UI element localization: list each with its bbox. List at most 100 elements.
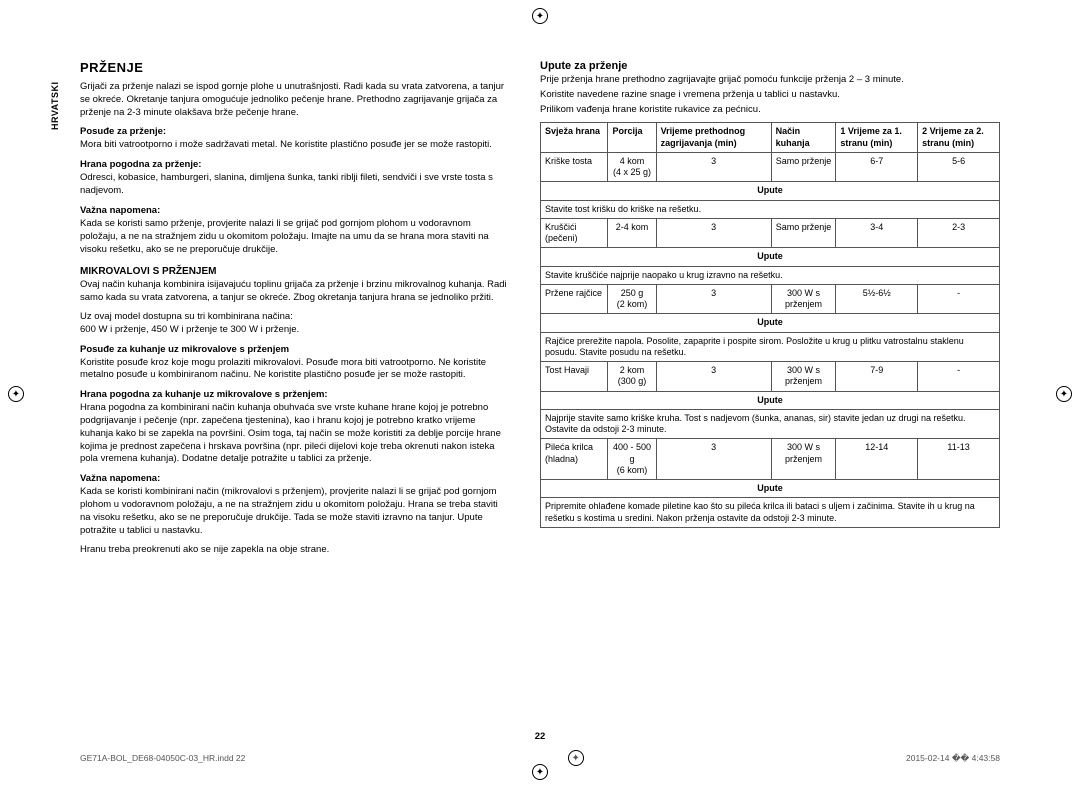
crop-mark-top xyxy=(532,8,548,24)
table-upute-row: Upute xyxy=(541,391,1000,409)
table-cell: 3 xyxy=(656,152,771,182)
upute-label-cell: Upute xyxy=(541,391,1000,409)
table-upute-row: Upute xyxy=(541,248,1000,266)
section-title-mikrovalovi: MIKROVALOVI S PRŽENJEM xyxy=(80,266,510,277)
left-column: HRVATSKI PRŽENJE Grijači za prženje nala… xyxy=(80,60,510,690)
text-upute-3: Prilikom vađenja hrane koristite rukavic… xyxy=(540,104,1000,117)
subheading-posude: Posuđe za prženje: xyxy=(80,126,510,137)
table-cell: 6-7 xyxy=(836,152,918,182)
text-mikro-3: 600 W i prženje, 450 W i prženje te 300 … xyxy=(80,324,510,337)
table-note-row: Stavite kruščiće najprije naopako u krug… xyxy=(541,266,1000,284)
subheading-vazna-napomena-2: Važna napomena: xyxy=(80,473,510,484)
table-row: Kruščići (pečeni)2-4 kom3Samo prženje3-4… xyxy=(541,218,1000,248)
crop-mark-bottom xyxy=(532,764,548,780)
table-cell: - xyxy=(918,362,1000,392)
text-upute-1: Prije prženja hrane prethodno zagrijavaj… xyxy=(540,74,1000,87)
table-cell: 5½-6½ xyxy=(836,284,918,314)
table-cell: 3 xyxy=(656,439,771,480)
th-preheat: Vrijeme prethodnog zagrijavanja (min) xyxy=(656,123,771,153)
note-cell: Najprije stavite samo kriške kruha. Tost… xyxy=(541,409,1000,439)
table-upute-row: Upute xyxy=(541,480,1000,498)
note-cell: Stavite tost krišku do kriške na rešetku… xyxy=(541,200,1000,218)
page-number: 22 xyxy=(535,731,546,742)
table-row: Tost Havaji2 kom(300 g)3300 W s prženjem… xyxy=(541,362,1000,392)
crop-mark-right xyxy=(1056,386,1072,402)
language-label: HRVATSKI xyxy=(50,81,60,130)
table-row: Kriške tosta4 kom(4 x 25 g)3Samo prženje… xyxy=(541,152,1000,182)
table-cell: 3 xyxy=(656,218,771,248)
footer-left: GE71A-BOL_DE68-04050C-03_HR.indd 22 xyxy=(80,753,245,763)
table-cell: 2 kom(300 g) xyxy=(608,362,656,392)
upute-label-cell: Upute xyxy=(541,182,1000,200)
text-vazna-1: Kada se koristi samo prženje, provjerite… xyxy=(80,218,510,256)
text-mikro-1: Ovaj način kuhanja kombinira isijavajuću… xyxy=(80,279,510,305)
table-upute-row: Upute xyxy=(541,314,1000,332)
th-portion: Porcija xyxy=(608,123,656,153)
table-cell: Samo prženje xyxy=(771,218,836,248)
table-row: Pržene rajčice250 g(2 kom)3300 W s pržen… xyxy=(541,284,1000,314)
th-mode: Način kuhanja xyxy=(771,123,836,153)
table-cell: Kriške tosta xyxy=(541,152,608,182)
table-note-row: Rajčice prerežite napola. Posolite, zapa… xyxy=(541,332,1000,362)
table-cell: 12-14 xyxy=(836,439,918,480)
text-posude: Mora biti vatrootporno i može sadržavati… xyxy=(80,139,510,152)
text-vazna-2: Kada se koristi kombinirani način (mikro… xyxy=(80,486,510,537)
subheading-posude-mikro: Posuđe za kuhanje uz mikrovalove s pržen… xyxy=(80,344,510,355)
table-cell: 7-9 xyxy=(836,362,918,392)
th-time2: 2 Vrijeme za 2. stranu (min) xyxy=(918,123,1000,153)
upute-label-cell: Upute xyxy=(541,248,1000,266)
text-hrana-pogodna: Odresci, kobasice, hamburgeri, slanina, … xyxy=(80,172,510,198)
page-columns: HRVATSKI PRŽENJE Grijači za prženje nala… xyxy=(80,60,1000,690)
note-cell: Stavite kruščiće najprije naopako u krug… xyxy=(541,266,1000,284)
table-cell: 5-6 xyxy=(918,152,1000,182)
upute-label-cell: Upute xyxy=(541,480,1000,498)
table-note-row: Pripremite ohlađene komade piletine kao … xyxy=(541,498,1000,528)
table-cell: 3-4 xyxy=(836,218,918,248)
table-cell: 400 - 500 g(6 kom) xyxy=(608,439,656,480)
footer-right: 2015-02-14 �� 4:43:58 xyxy=(906,753,1000,764)
text-mikro-2: Uz ovaj model dostupna su tri kombiniran… xyxy=(80,311,510,324)
table-cell: Pileća krilca (hladna) xyxy=(541,439,608,480)
th-time1: 1 Vrijeme za 1. stranu (min) xyxy=(836,123,918,153)
table-note-row: Stavite tost krišku do kriške na rešetku… xyxy=(541,200,1000,218)
table-header-row: Svježa hrana Porcija Vrijeme prethodnog … xyxy=(541,123,1000,153)
text-posude-mikro: Koristite posuđe kroz koje mogu prolazit… xyxy=(80,357,510,383)
table-cell: Kruščići (pečeni) xyxy=(541,218,608,248)
table-cell: 2-4 kom xyxy=(608,218,656,248)
table-cell: Samo prženje xyxy=(771,152,836,182)
subheading-hrana-pogodna: Hrana pogodna za prženje: xyxy=(80,159,510,170)
table-cell: 2-3 xyxy=(918,218,1000,248)
table-note-row: Najprije stavite samo kriške kruha. Tost… xyxy=(541,409,1000,439)
table-cell: 300 W s prženjem xyxy=(771,439,836,480)
grilling-table: Svježa hrana Porcija Vrijeme prethodnog … xyxy=(540,122,1000,528)
subheading-hrana-mikro: Hrana pogodna za kuhanje uz mikrovalove … xyxy=(80,389,510,400)
table-cell: 3 xyxy=(656,362,771,392)
table-cell: 300 W s prženjem xyxy=(771,284,836,314)
table-upute-row: Upute xyxy=(541,182,1000,200)
table-cell: Pržene rajčice xyxy=(541,284,608,314)
section-title-upute: Upute za prženje xyxy=(540,60,1000,72)
text-vazna-2b: Hranu treba preokrenuti ako se nije zape… xyxy=(80,544,510,557)
intro-paragraph: Grijači za prženje nalazi se ispod gornj… xyxy=(80,81,510,119)
subheading-vazna-napomena-1: Važna napomena: xyxy=(80,205,510,216)
table-body: Kriške tosta4 kom(4 x 25 g)3Samo prženje… xyxy=(541,152,1000,527)
note-cell: Pripremite ohlađene komade piletine kao … xyxy=(541,498,1000,528)
right-column: Upute za prženje Prije prženja hrane pre… xyxy=(540,60,1000,690)
table-cell: 300 W s prženjem xyxy=(771,362,836,392)
table-cell: - xyxy=(918,284,1000,314)
table-cell: 4 kom(4 x 25 g) xyxy=(608,152,656,182)
upute-label-cell: Upute xyxy=(541,314,1000,332)
crop-mark-left xyxy=(8,386,24,402)
section-title-przenje: PRŽENJE xyxy=(80,60,510,75)
th-food: Svježa hrana xyxy=(541,123,608,153)
table-cell: Tost Havaji xyxy=(541,362,608,392)
footer-crop-icon xyxy=(568,750,584,766)
text-upute-2: Koristite navedene razine snage i vremen… xyxy=(540,89,1000,102)
text-hrana-mikro: Hrana pogodna za kombinirani način kuhan… xyxy=(80,402,510,466)
table-cell: 250 g(2 kom) xyxy=(608,284,656,314)
table-cell: 11-13 xyxy=(918,439,1000,480)
table-row: Pileća krilca (hladna)400 - 500 g(6 kom)… xyxy=(541,439,1000,480)
footer: GE71A-BOL_DE68-04050C-03_HR.indd 22 2015… xyxy=(80,750,1000,766)
table-cell: 3 xyxy=(656,284,771,314)
note-cell: Rajčice prerežite napola. Posolite, zapa… xyxy=(541,332,1000,362)
